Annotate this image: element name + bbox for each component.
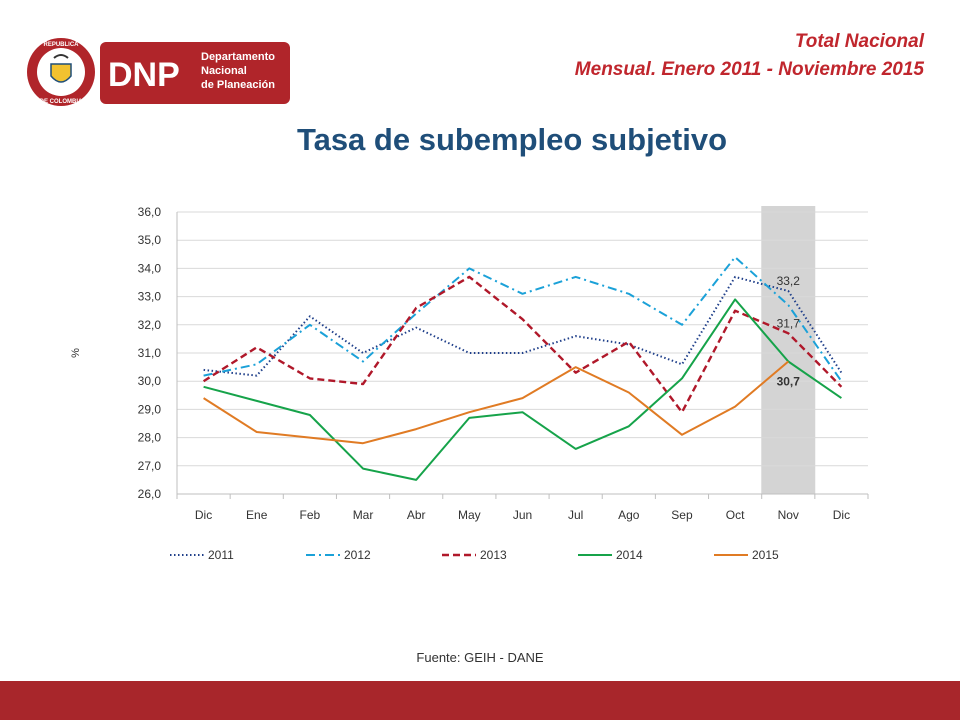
- legend-label: 2014: [616, 548, 643, 562]
- y-axis-label: %: [70, 348, 82, 358]
- y-tick-label: 29,0: [138, 402, 162, 416]
- y-tick-label: 27,0: [138, 459, 162, 473]
- y-tick-label: 28,0: [138, 431, 162, 445]
- x-tick-label: Oct: [726, 508, 745, 522]
- x-tick-label: Mar: [353, 508, 374, 522]
- line-chart: 26,0 27,0 28,0 29,0 30,0 31,0 32,0 33,0 34,0 35,0…: [70, 205, 869, 562]
- x-tick-label: Sep: [671, 508, 693, 522]
- subtitle-line-1: Total Nacional: [794, 31, 924, 52]
- x-tick-label: Dic: [195, 508, 212, 522]
- series-line-2014: [203, 298, 842, 481]
- footer-bar: [0, 681, 960, 720]
- y-tick-label: 32,0: [138, 318, 162, 332]
- y-tick-label: 33,0: [138, 290, 162, 304]
- series-line-2013: [202, 275, 843, 414]
- x-tick-label: Nov: [778, 508, 799, 522]
- x-tick-label: May: [458, 508, 481, 522]
- legend-label: 2011: [208, 548, 234, 562]
- seal-top-text: REPUBLICA: [43, 42, 79, 48]
- page-title: Tasa de subempleo subjetivo: [296, 122, 728, 157]
- y-tick-label: 26,0: [138, 487, 162, 501]
- y-tick-label: 30,0: [138, 374, 162, 388]
- data-label: 33,2: [777, 274, 801, 288]
- x-tick-label: Jul: [568, 508, 583, 522]
- dnp-logo-line3: de Planeación: [201, 79, 275, 91]
- data-label: 30,7: [777, 374, 801, 388]
- x-tick-label: Dic: [833, 508, 850, 522]
- subtitle-block: Total Nacional Mensual. Enero 2011 - Nov…: [575, 28, 924, 84]
- seal-bottom-text: DE COLOMBIA: [40, 99, 83, 105]
- subtitle-line-2: Mensual. Enero 2011 - Noviembre 2015: [574, 59, 924, 80]
- x-tick-label: Ago: [618, 508, 640, 522]
- legend-label: 2012: [344, 548, 371, 562]
- dnp-logo-line1: Departamento: [201, 51, 275, 63]
- y-tick-label: 36,0: [138, 205, 162, 219]
- source-note: Fuente: GEIH - DANE: [416, 650, 544, 665]
- y-tick-label: 34,0: [138, 261, 162, 275]
- dnp-logo: REPUBLICA DE COLOMBIA DNP Departamento N…: [27, 38, 290, 106]
- y-tick-label: 31,0: [138, 346, 162, 360]
- series-line-2011: [203, 275, 843, 377]
- x-tick-label: Ene: [246, 508, 268, 522]
- highlight-band: [761, 206, 816, 494]
- x-tick-label: Feb: [300, 508, 321, 522]
- dnp-logo-box: [100, 42, 290, 104]
- x-tick-label: Abr: [407, 508, 426, 522]
- y-tick-label: 35,0: [138, 233, 162, 247]
- series-line-2012: [203, 256, 843, 382]
- legend-label: 2013: [480, 548, 507, 562]
- dnp-logo-acronym: DNP: [108, 56, 180, 94]
- x-tick-label: Jun: [513, 508, 532, 522]
- data-label: 31,7: [777, 316, 801, 330]
- series-line-2015: [203, 360, 789, 445]
- legend-label: 2015: [752, 548, 779, 562]
- dnp-logo-line2: Nacional: [201, 65, 247, 77]
